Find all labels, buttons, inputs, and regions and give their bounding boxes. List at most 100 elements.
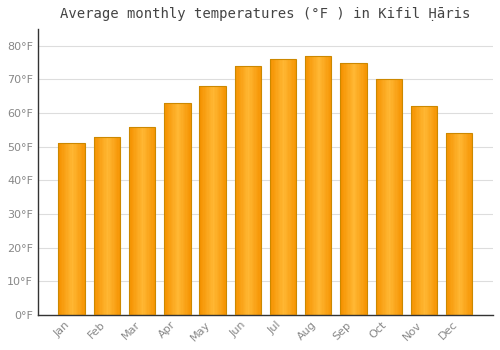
Bar: [355, 63, 356, 315]
Bar: [84, 144, 85, 315]
Bar: [94, 136, 95, 315]
Bar: [458, 133, 459, 315]
Bar: [377, 79, 378, 315]
Bar: [216, 86, 218, 315]
Bar: [206, 86, 208, 315]
Bar: [171, 103, 172, 315]
Bar: [329, 56, 330, 315]
Bar: [400, 79, 402, 315]
Bar: [110, 136, 111, 315]
Bar: [224, 86, 226, 315]
Bar: [362, 63, 364, 315]
Bar: [148, 127, 149, 315]
Bar: [137, 127, 138, 315]
Bar: [60, 144, 61, 315]
Bar: [214, 86, 215, 315]
Bar: [100, 136, 102, 315]
Bar: [456, 133, 458, 315]
Bar: [274, 59, 275, 315]
Bar: [313, 56, 314, 315]
Bar: [104, 136, 106, 315]
Bar: [188, 103, 190, 315]
Bar: [184, 103, 186, 315]
Bar: [346, 63, 347, 315]
Bar: [418, 106, 420, 315]
Bar: [321, 56, 322, 315]
Bar: [398, 79, 400, 315]
Bar: [258, 66, 260, 315]
Bar: [107, 136, 108, 315]
Bar: [459, 133, 460, 315]
Bar: [69, 144, 70, 315]
Bar: [316, 56, 317, 315]
Bar: [234, 66, 261, 315]
Bar: [111, 136, 112, 315]
Bar: [351, 63, 352, 315]
Bar: [270, 59, 296, 315]
Bar: [284, 59, 286, 315]
Bar: [420, 106, 422, 315]
Bar: [354, 63, 355, 315]
Bar: [114, 136, 115, 315]
Bar: [430, 106, 432, 315]
Bar: [467, 133, 468, 315]
Bar: [432, 106, 433, 315]
Bar: [176, 103, 178, 315]
Bar: [65, 144, 66, 315]
Bar: [245, 66, 246, 315]
Bar: [182, 103, 184, 315]
Bar: [416, 106, 418, 315]
Bar: [132, 127, 133, 315]
Bar: [116, 136, 117, 315]
Bar: [94, 136, 120, 315]
Bar: [218, 86, 219, 315]
Bar: [272, 59, 274, 315]
Bar: [283, 59, 284, 315]
Bar: [470, 133, 471, 315]
Bar: [236, 66, 238, 315]
Bar: [276, 59, 278, 315]
Bar: [219, 86, 220, 315]
Bar: [141, 127, 142, 315]
Bar: [260, 66, 261, 315]
Bar: [112, 136, 114, 315]
Bar: [252, 66, 253, 315]
Bar: [80, 144, 81, 315]
Bar: [348, 63, 350, 315]
Bar: [287, 59, 288, 315]
Bar: [278, 59, 279, 315]
Bar: [426, 106, 428, 315]
Bar: [318, 56, 320, 315]
Bar: [140, 127, 141, 315]
Bar: [462, 133, 463, 315]
Bar: [386, 79, 388, 315]
Bar: [78, 144, 80, 315]
Bar: [454, 133, 455, 315]
Bar: [254, 66, 256, 315]
Bar: [433, 106, 434, 315]
Bar: [95, 136, 96, 315]
Bar: [450, 133, 451, 315]
Bar: [256, 66, 257, 315]
Bar: [164, 103, 166, 315]
Bar: [253, 66, 254, 315]
Bar: [244, 66, 245, 315]
Bar: [200, 86, 202, 315]
Bar: [291, 59, 292, 315]
Bar: [58, 144, 85, 315]
Bar: [96, 136, 98, 315]
Bar: [82, 144, 84, 315]
Bar: [74, 144, 76, 315]
Bar: [364, 63, 366, 315]
Bar: [471, 133, 472, 315]
Bar: [215, 86, 216, 315]
Bar: [392, 79, 394, 315]
Bar: [150, 127, 152, 315]
Bar: [81, 144, 82, 315]
Bar: [343, 63, 344, 315]
Bar: [271, 59, 272, 315]
Bar: [246, 66, 248, 315]
Bar: [238, 66, 240, 315]
Bar: [208, 86, 210, 315]
Bar: [390, 79, 392, 315]
